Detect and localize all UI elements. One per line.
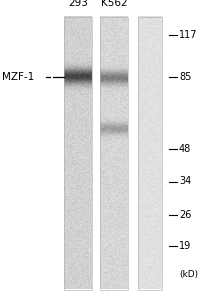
Text: K562: K562 bbox=[101, 0, 127, 8]
Text: MZF-1: MZF-1 bbox=[2, 72, 34, 82]
Bar bbox=[100, 16, 128, 290]
Text: (kD): (kD) bbox=[179, 270, 198, 279]
Text: 34: 34 bbox=[179, 176, 191, 187]
Text: 19: 19 bbox=[179, 241, 191, 251]
Bar bbox=[64, 16, 92, 290]
Text: 48: 48 bbox=[179, 143, 191, 154]
Text: 117: 117 bbox=[179, 29, 197, 40]
Text: 293: 293 bbox=[68, 0, 88, 8]
Text: 85: 85 bbox=[179, 71, 191, 82]
Text: 26: 26 bbox=[179, 209, 191, 220]
Bar bbox=[138, 16, 162, 290]
